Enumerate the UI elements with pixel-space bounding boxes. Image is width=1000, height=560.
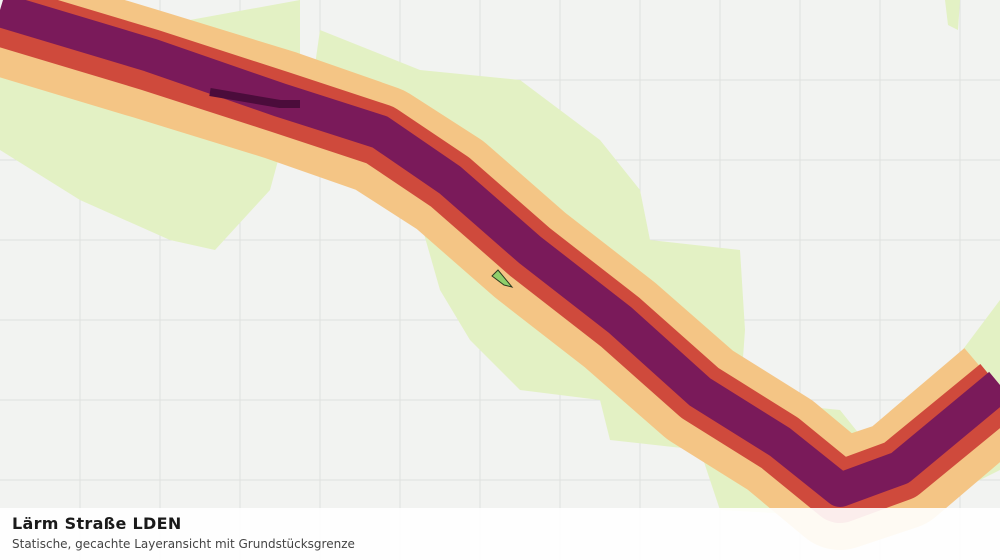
subtitle: Statische, gecachte Layeransicht mit Gru… bbox=[12, 537, 355, 551]
caption: Lärm Straße LDEN Statische, gecachte Lay… bbox=[0, 508, 1000, 560]
title: Lärm Straße LDEN bbox=[12, 514, 182, 533]
parcel-boundary bbox=[491, 269, 514, 288]
